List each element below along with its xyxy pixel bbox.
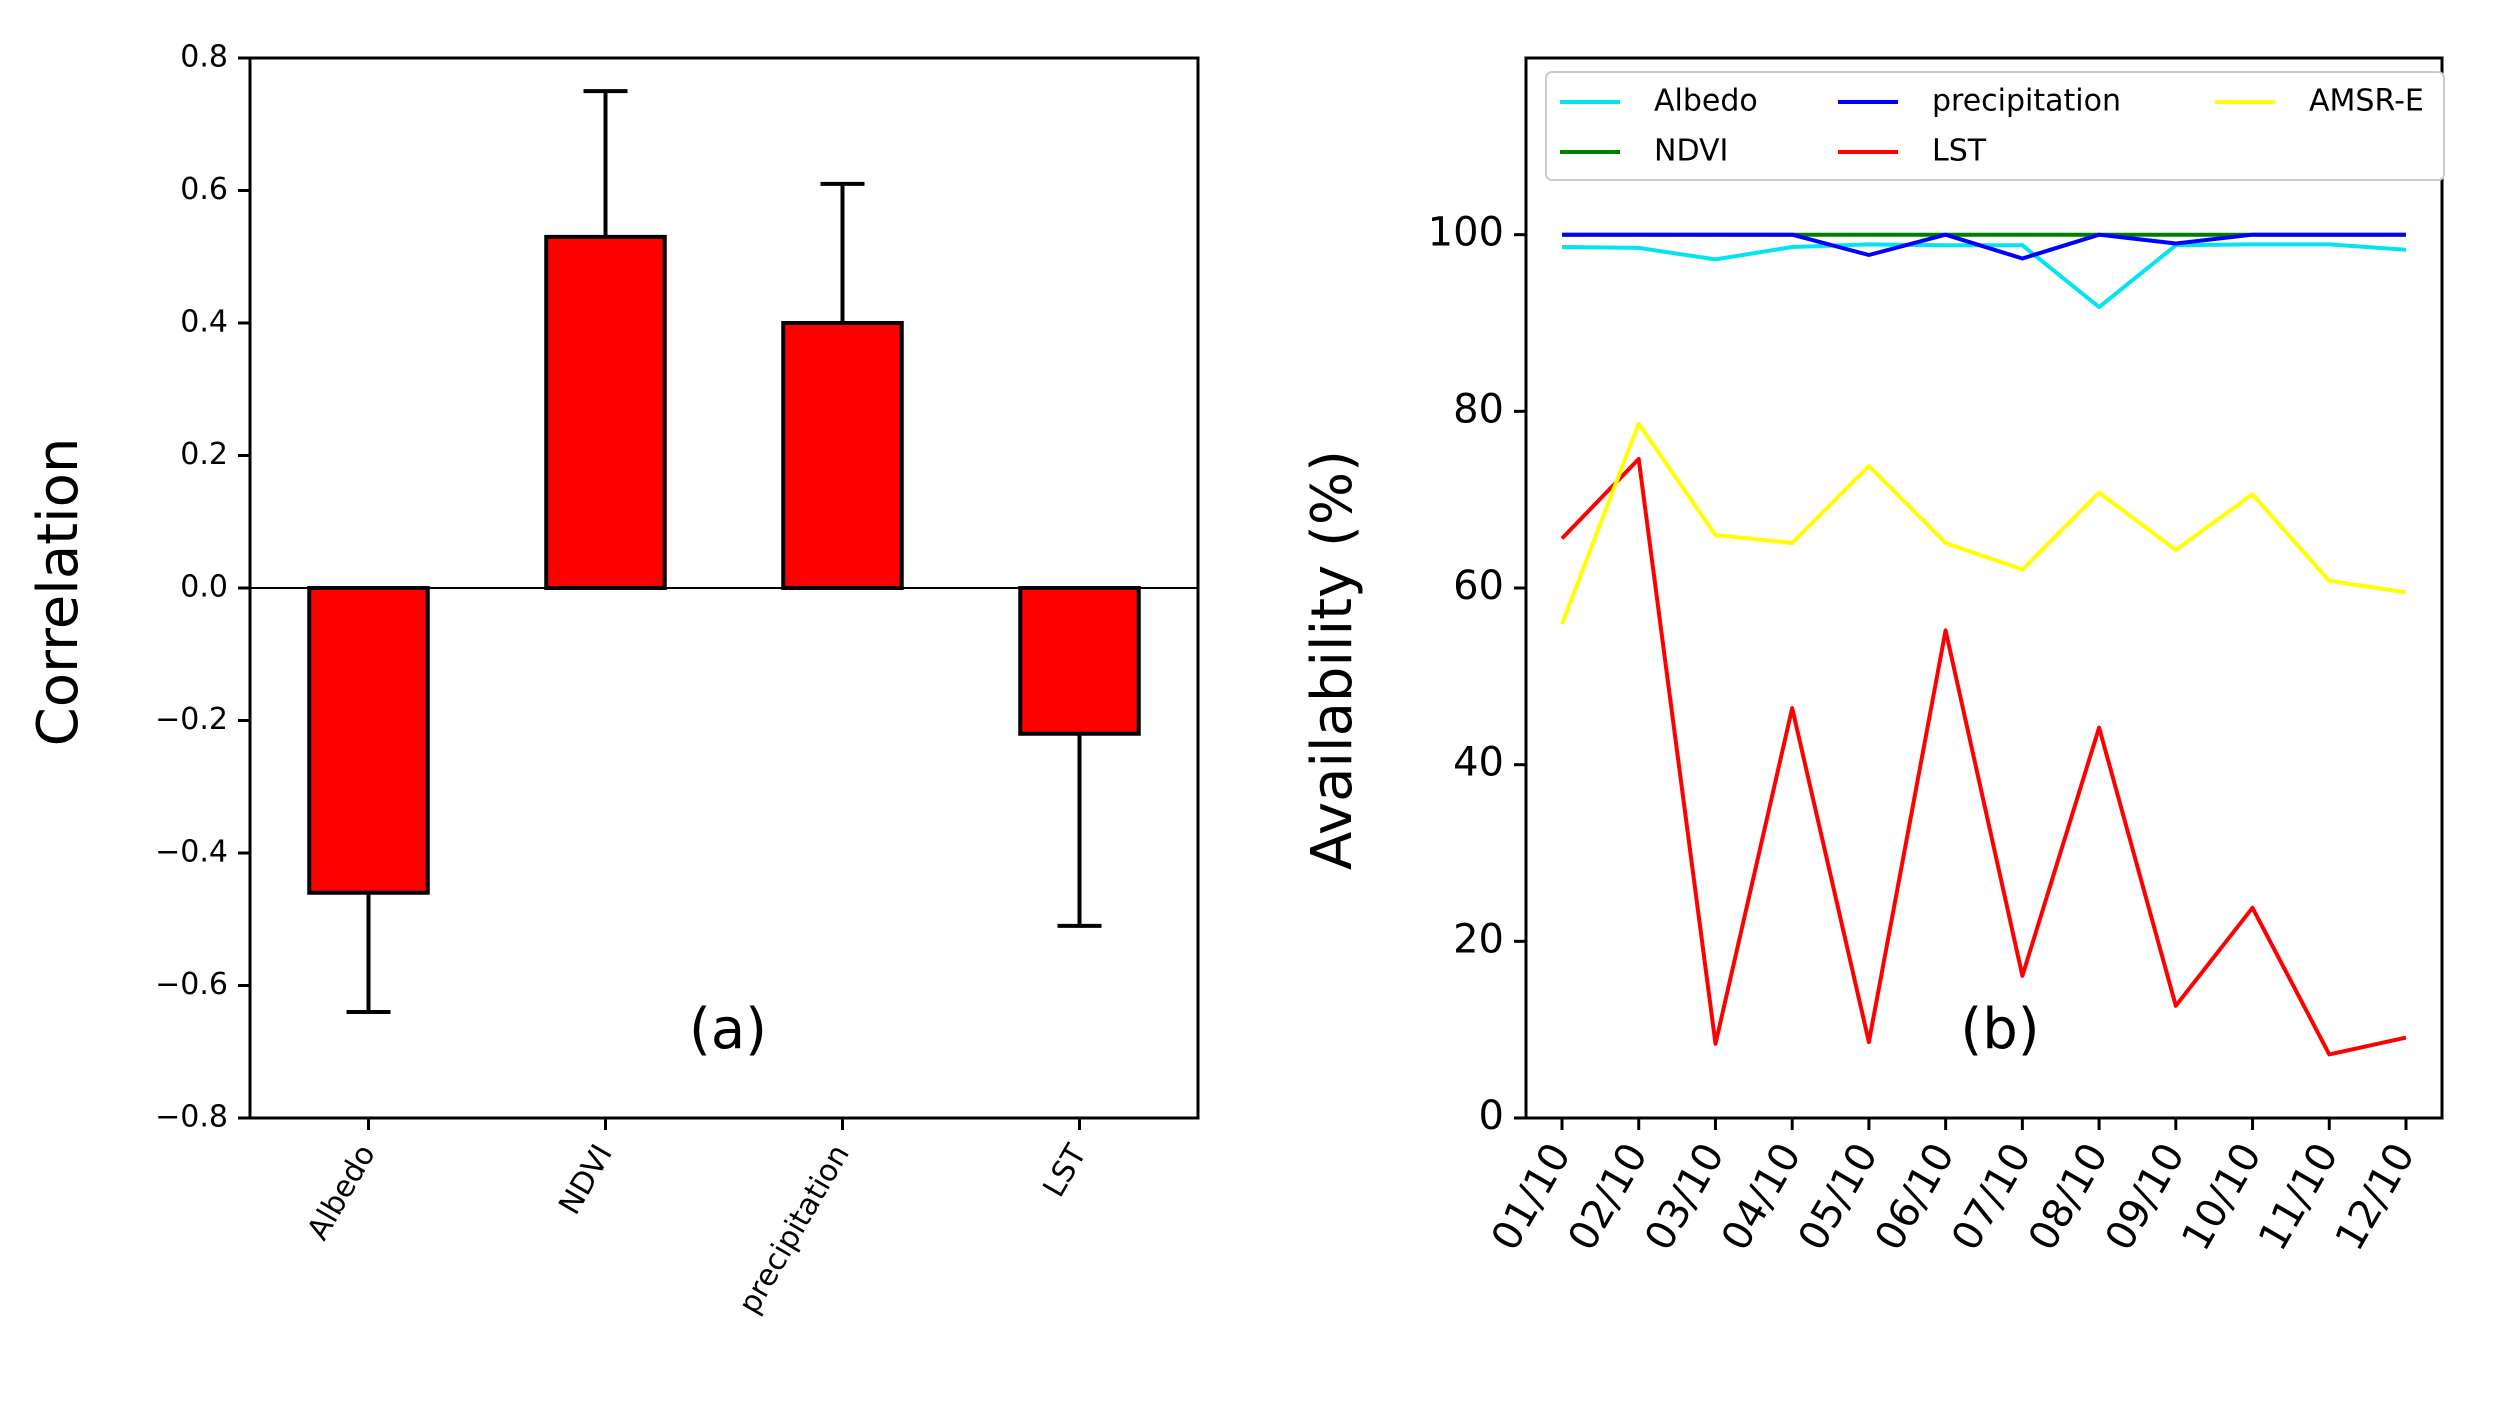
error-bar-group: [346, 89, 1102, 1014]
y-axis-b: 0 20 40 60 80 100: [1428, 210, 1526, 1139]
y-axis-title-a: Correlation: [26, 438, 91, 747]
y-tick-label: 20: [1453, 916, 1504, 962]
y-tick-label: −0.6: [155, 967, 228, 1002]
y-tick-label: 0.6: [180, 172, 228, 207]
legend-box: [1545, 71, 2445, 181]
y-tick-label: 60: [1453, 563, 1504, 609]
bar-lst: [1018, 586, 1141, 736]
y-tick-label: 0.4: [180, 305, 228, 340]
legend-label-ndvi: NDVI: [1654, 134, 1728, 169]
bar-ndvi: [544, 234, 667, 590]
legend-label-precipitation: precipitation: [1932, 84, 2121, 119]
panel-label-a: (a): [689, 997, 767, 1062]
y-axis-title-b: Availability (%): [1300, 450, 1365, 870]
bar-precipitation: [781, 321, 904, 590]
series-line-lst: [1560, 457, 2407, 1057]
panel-label-b: (b): [1960, 997, 2039, 1062]
legend-label-lst: LST: [1932, 134, 1987, 169]
y-tick-label: 0: [1479, 1093, 1504, 1139]
y-tick-label: 80: [1453, 386, 1504, 432]
legend-label-amsr-e: AMSR-E: [2309, 84, 2424, 119]
series-line-amsr-e: [1560, 421, 2407, 625]
legend-label-albedo: Albedo: [1654, 84, 1758, 119]
y-axis-a: −0.8 −0.6 −0.4 −0.2 0.0 0.2 0.4 0.6 0.8: [155, 40, 250, 1135]
y-tick-label: 0.8: [180, 40, 228, 75]
y-tick-label: 0.2: [180, 437, 228, 472]
y-tick-label: 40: [1453, 740, 1504, 786]
y-tick-label: −0.2: [155, 702, 228, 737]
y-tick-label: 0.0: [180, 570, 228, 605]
y-tick-label: −0.4: [155, 835, 228, 870]
bar-albedo: [307, 586, 430, 895]
y-tick-label: −0.8: [155, 1100, 228, 1135]
series-group: [1560, 232, 2407, 1057]
legend: Albedo NDVI precipitation LST AMSR-E: [1545, 71, 2445, 181]
y-tick-label: 100: [1428, 210, 1504, 256]
series-line-precipitation: [1562, 232, 2406, 261]
